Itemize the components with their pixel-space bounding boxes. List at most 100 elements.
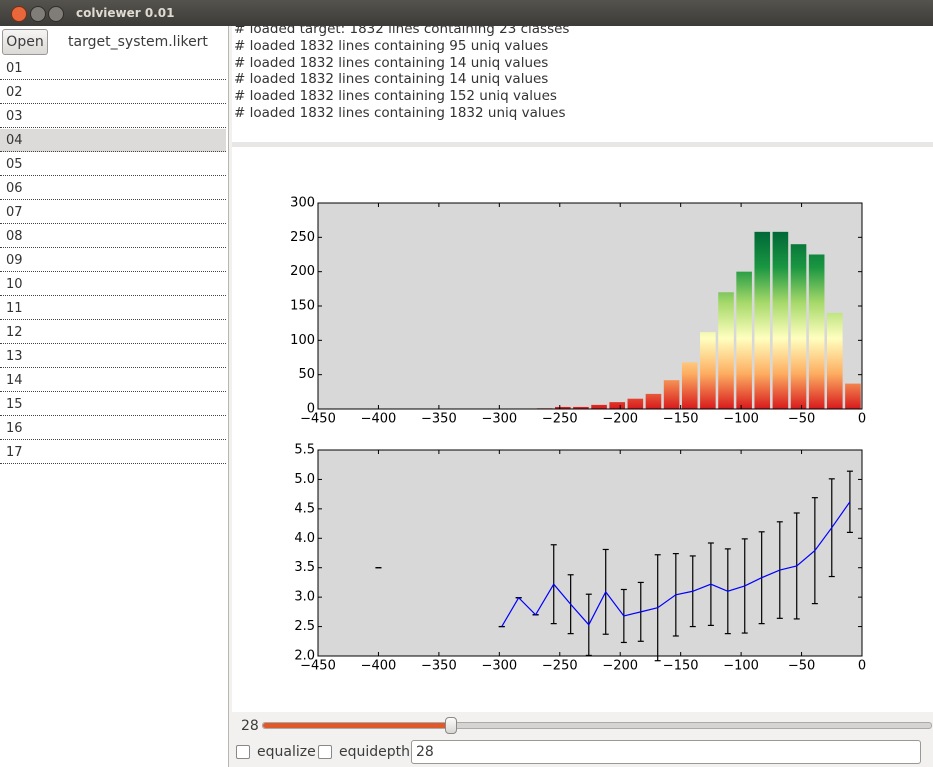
log-line: # loaded 1832 lines containing 14 uniq v… [234,54,549,71]
list-item[interactable]: 07 [0,201,226,224]
histogram-bar [627,398,644,409]
x-tick-label: −50 [788,659,815,674]
close-button[interactable] [11,6,27,22]
x-tick-label: −350 [421,659,457,674]
plot-canvas: −450 −400 −350 −300 −250 −200 −150 −100 −50 0 0 50 1… [290,196,866,674]
histogram-bar [754,231,771,409]
histogram-bar [645,393,662,409]
x-tick-label: −100 [723,412,759,427]
log-line: # loaded 1832 lines containing 152 uniq … [234,88,557,105]
x-tick-label: −450 [300,659,336,674]
plot-background [318,203,862,409]
histogram-bar [681,362,698,409]
slider-track[interactable] [262,717,932,734]
x-tick-label: 0 [858,659,866,674]
list-item[interactable]: 02 [0,81,226,104]
y-tick-label: 50 [298,367,315,382]
histogram-bar [555,406,571,409]
list-item[interactable]: 08 [0,225,226,248]
x-tick-label: −400 [361,412,397,427]
log-line: # loaded 1832 lines containing 14 uniq v… [234,71,549,88]
y-tick-label: 2.0 [294,649,315,664]
spin-box[interactable]: 28 [411,740,921,764]
y-tick-label: 150 [290,299,315,314]
y-tick-label: 3.0 [294,590,315,605]
y-tick-label: 0 [307,402,315,417]
list-item[interactable]: 09 [0,249,226,272]
list-item[interactable]: 04 [0,129,226,152]
x-tick-label: −300 [481,412,517,427]
controls: 28 equalize equidepth 28 [232,712,933,767]
slider-value: 28 [241,718,259,734]
histogram-bar [790,244,807,409]
histogram-bar [609,402,625,409]
plot-frame [317,449,863,657]
y-tick-label: 250 [290,230,315,245]
list-item[interactable]: 05 [0,153,226,176]
y-tick-label: 2.5 [294,619,315,634]
histogram-bar [718,292,734,409]
plot-background [318,450,862,656]
x-tick-label: −450 [300,412,336,427]
list-item[interactable]: 01 [0,57,226,80]
log-panel: # loaded target: 1832 lines containing 2… [232,26,933,142]
y-tick-label: 100 [290,333,315,348]
list-item[interactable]: 06 [0,177,226,200]
slider-fill [263,723,451,728]
histogram-bar [772,231,789,409]
equidepth-checkbox[interactable] [318,745,332,759]
y-tick-label: 4.0 [294,531,315,546]
list-item[interactable]: 10 [0,273,226,296]
list-item[interactable]: 03 [0,105,226,128]
x-tick-label: −350 [421,412,457,427]
histogram-bar [808,254,825,409]
x-tick-label: −50 [788,412,815,427]
x-tick-label: −100 [723,659,759,674]
mean-line [501,501,851,627]
y-tick-label: 200 [290,264,315,279]
histogram-bar [663,380,680,409]
list-item[interactable]: 14 [0,369,226,392]
x-tick-label: −250 [542,412,578,427]
y-tick-label: 4.5 [294,501,315,516]
x-tick-label: 0 [858,412,866,427]
equalize-label: equalize [257,744,316,760]
histogram-bar [736,271,752,409]
log-line: # loaded target: 1832 lines containing 2… [234,26,570,37]
open-button[interactable]: Open [2,29,48,55]
maximize-button[interactable] [48,6,64,22]
title-bar: colviewer 0.01 [0,0,933,26]
histogram-bar [700,332,716,409]
x-tick-label: −150 [663,659,699,674]
y-tick-label: 5.0 [294,472,315,487]
minimize-button[interactable] [30,6,46,22]
file-label: target_system.likert [68,34,208,50]
x-tick-label: −300 [481,659,517,674]
list-item[interactable]: 17 [0,441,226,464]
histogram-bar [845,383,861,409]
histogram-bar [591,404,607,409]
log-line: # loaded 1832 lines containing 1832 uniq… [234,105,566,121]
sidebar: Open target_system.likert 01 02 03 04 05 06 07… [0,26,229,767]
histogram-bar [827,312,843,409]
plot-area: −450 −400 −350 −300 −250 −200 −150 −100 −50 0 0 50 1… [232,147,933,712]
equidepth-label: equidepth [339,744,411,760]
x-tick-label: −400 [361,659,397,674]
x-tick-label: −200 [602,659,638,674]
list-item[interactable]: 15 [0,393,226,416]
x-tick-label: −150 [663,412,699,427]
slider-handle[interactable] [445,717,458,734]
y-tick-label: 3.5 [294,560,315,575]
list-item[interactable]: 11 [0,297,226,320]
histogram-bar [573,406,589,409]
log-line: # loaded 1832 lines containing 95 uniq v… [234,37,549,54]
list-item[interactable]: 12 [0,321,226,344]
y-tick-label: 300 [290,196,315,211]
x-tick-label: −200 [602,412,638,427]
equalize-checkbox[interactable] [236,745,250,759]
splitter[interactable] [232,142,933,147]
window-title: colviewer 0.01 [76,6,175,20]
list-item[interactable]: 13 [0,345,226,368]
list-item[interactable]: 16 [0,417,226,440]
